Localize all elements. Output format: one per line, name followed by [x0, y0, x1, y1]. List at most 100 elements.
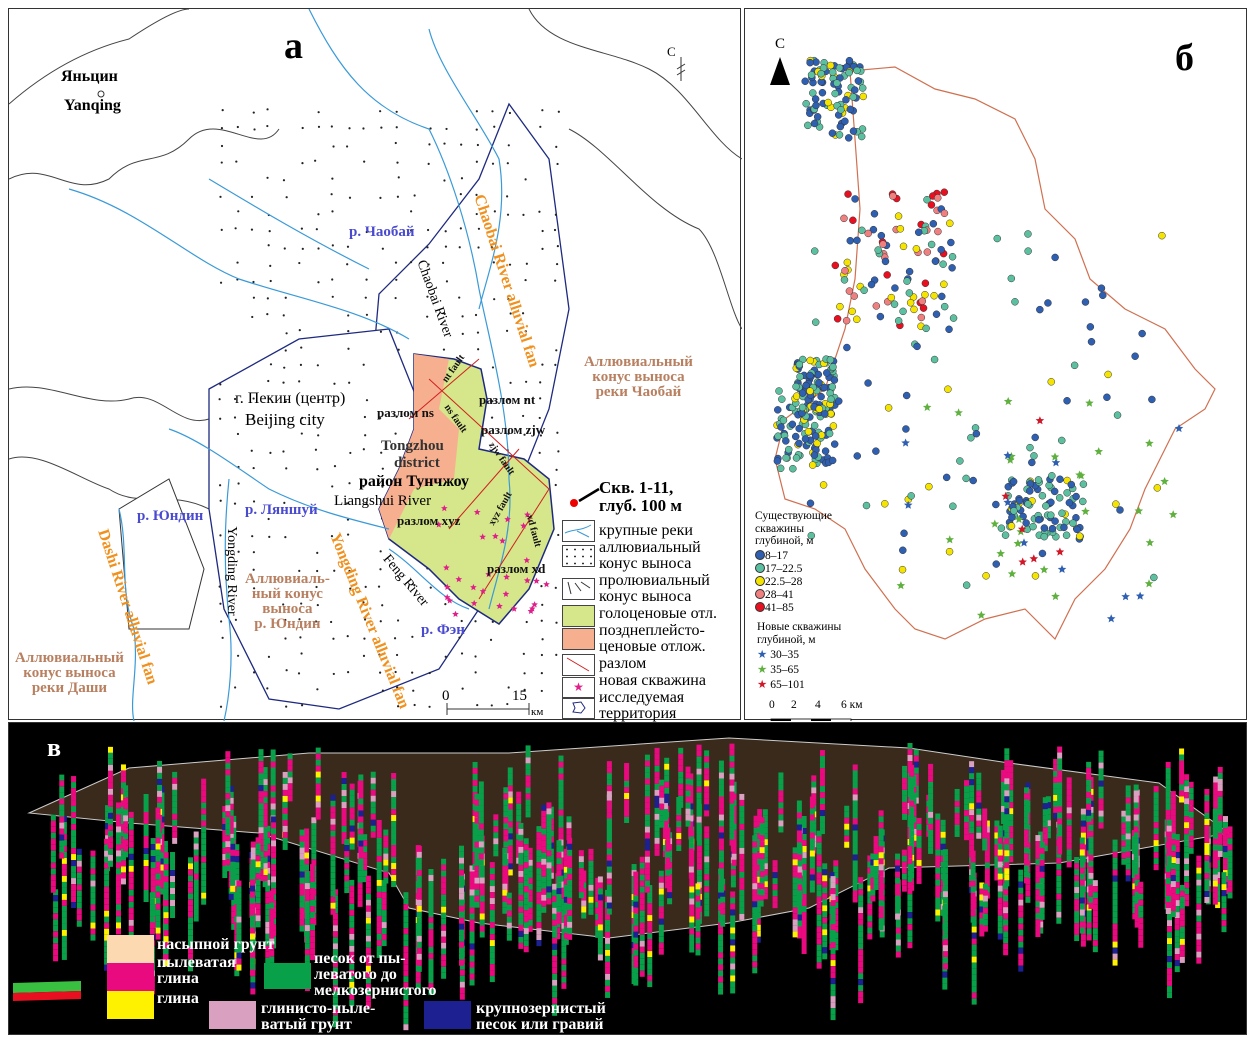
existing-well — [860, 286, 868, 295]
borehole — [428, 869, 434, 996]
tongzhou-ru-label: район Тунчжоу — [359, 473, 470, 490]
dot — [317, 247, 320, 250]
existing-well — [1048, 524, 1057, 533]
borehole — [527, 847, 533, 932]
existing-well — [912, 245, 921, 253]
circle-icon — [755, 576, 765, 586]
borehole — [867, 855, 873, 940]
borehole — [567, 837, 573, 940]
dot — [394, 296, 397, 300]
borehole — [230, 837, 236, 892]
borehole — [358, 774, 364, 871]
dot — [381, 247, 384, 250]
dot — [555, 468, 558, 471]
river-icon — [562, 520, 595, 542]
borehole — [772, 860, 778, 909]
existing-well — [1040, 524, 1049, 532]
dot — [331, 177, 334, 180]
north-label: С — [667, 44, 676, 59]
existing-well — [946, 219, 954, 228]
existing-well — [802, 381, 810, 390]
existing-well — [828, 129, 837, 137]
existing-well — [1047, 378, 1055, 386]
borehole — [796, 800, 802, 939]
scale-label-4: 4 — [815, 699, 821, 711]
yanqing-ru-label: Яньцин — [61, 68, 118, 85]
existing-well — [810, 451, 819, 459]
existing-well — [841, 117, 849, 126]
existing-well — [899, 242, 908, 251]
new-well — [1055, 547, 1065, 556]
existing-well — [903, 277, 911, 285]
new-well — [1003, 451, 1012, 460]
new-well-star — [520, 522, 527, 529]
dot — [490, 246, 493, 249]
borehole — [370, 771, 376, 838]
dot — [283, 366, 286, 369]
dot — [282, 381, 285, 384]
legend-item: исследуемая территория — [599, 689, 685, 722]
yongding-fan-ru-label: Аллювиаль-ный конус выноса р. Юндин — [245, 571, 330, 632]
pleistocene-swatch — [562, 628, 595, 650]
existing-well — [849, 216, 857, 225]
dot — [269, 417, 272, 420]
dot — [476, 331, 480, 334]
existing-well — [1060, 523, 1068, 532]
new-well — [922, 402, 932, 411]
borehole — [563, 848, 569, 945]
borehole — [1008, 760, 1014, 863]
dot — [524, 178, 527, 181]
dot — [508, 263, 512, 266]
dot — [349, 451, 352, 455]
dot — [300, 704, 304, 707]
existing-well — [830, 376, 839, 384]
dot — [266, 297, 269, 300]
existing-well — [835, 131, 844, 139]
circle-icon — [755, 602, 765, 612]
dot — [219, 417, 222, 420]
dot — [299, 636, 302, 639]
dot — [219, 281, 223, 284]
fault-ns-label: разлом ns — [377, 405, 434, 420]
dot — [300, 227, 303, 230]
dot — [363, 637, 366, 640]
dot — [540, 653, 544, 657]
dot — [234, 686, 237, 689]
existing-well — [1131, 352, 1139, 360]
dot — [298, 380, 301, 383]
existing-well — [1113, 411, 1122, 419]
new-wells-stars — [435, 504, 550, 617]
dot — [347, 347, 350, 350]
dot — [252, 111, 255, 114]
range-label: 30–35 — [770, 649, 799, 661]
borehole — [1045, 796, 1051, 839]
existing-well — [913, 342, 921, 351]
dot — [252, 568, 255, 571]
existing-well — [818, 88, 827, 97]
new-wells — [896, 397, 1184, 623]
existing-well — [940, 188, 949, 196]
new-well — [1174, 424, 1184, 433]
existing-well — [849, 93, 857, 101]
scale-label-2: 2 — [791, 699, 797, 711]
existing-well — [1042, 502, 1050, 510]
dot — [442, 348, 446, 351]
new-well-star — [504, 515, 511, 523]
borehole — [222, 806, 228, 879]
dot — [298, 569, 301, 573]
dot — [252, 671, 256, 674]
dot — [332, 672, 335, 676]
dot — [475, 110, 478, 113]
borehole — [249, 873, 255, 976]
existing-well — [870, 210, 879, 218]
dot — [396, 195, 399, 198]
existing-well — [992, 500, 1000, 509]
borehole — [187, 857, 193, 972]
new-well — [1145, 438, 1154, 447]
dot — [428, 705, 431, 708]
borehole — [458, 845, 464, 966]
map-a-base — [9, 9, 742, 721]
existing-well — [899, 546, 907, 555]
dot — [395, 110, 398, 113]
existing-well — [827, 395, 835, 403]
